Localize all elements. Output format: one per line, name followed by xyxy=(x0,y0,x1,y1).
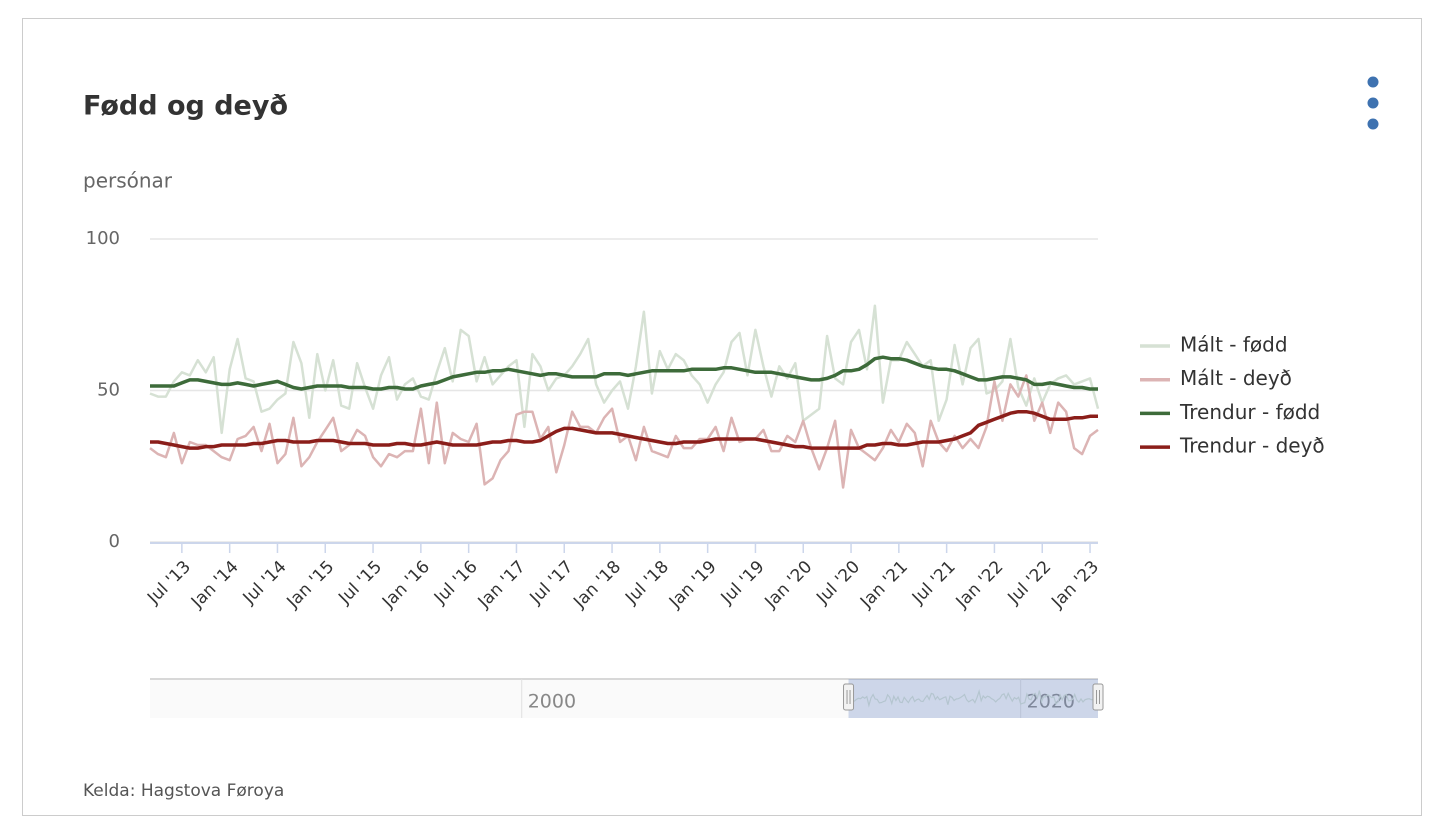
navigator-handle[interactable] xyxy=(843,683,855,711)
series-line xyxy=(150,355,1098,391)
menu-dot[interactable] xyxy=(1367,118,1379,130)
navigator-handle[interactable] xyxy=(1092,683,1104,711)
chart-title: Fødd og deyð xyxy=(83,91,288,122)
legend-label: Trendur - fødd xyxy=(1179,400,1320,424)
series-line xyxy=(149,304,1100,435)
y-axis-title: persónar xyxy=(83,169,173,193)
y-tick-label: 100 xyxy=(86,228,120,249)
legend-label: Mált - deyð xyxy=(1180,366,1292,390)
menu-button[interactable] xyxy=(1367,76,1379,130)
source: Kelda: Hagstova Føroya xyxy=(83,781,284,801)
series-line xyxy=(150,409,1098,450)
legend-label: Mált - fødd xyxy=(1180,333,1288,357)
navigator-mask xyxy=(848,679,1098,718)
navigator-label: 2000 xyxy=(528,691,576,713)
y-tick-label: 50 xyxy=(97,380,120,401)
navigator-bg xyxy=(150,679,1098,718)
navigator-label: 2020 xyxy=(1027,691,1075,713)
y-tick-label: 0 xyxy=(109,531,120,552)
menu-dot[interactable] xyxy=(1367,97,1379,109)
legend-label: Trendur - deyð xyxy=(1179,434,1325,458)
navigator-series xyxy=(850,689,1099,708)
menu-dot[interactable] xyxy=(1367,76,1379,88)
